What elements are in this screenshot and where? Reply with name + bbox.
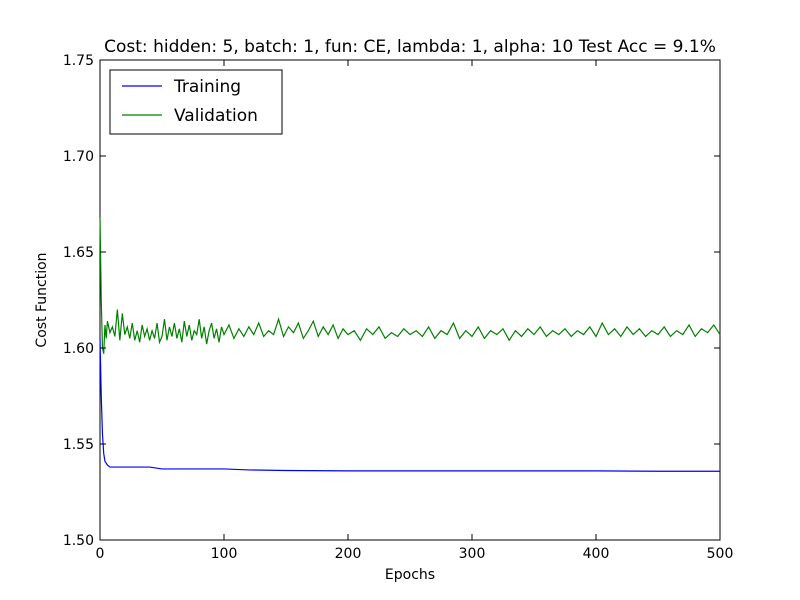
x-tick-label: 200: [335, 546, 362, 562]
y-tick-label: 1.65: [63, 245, 94, 261]
y-tick-label: 1.60: [63, 341, 94, 357]
x-axis-ticks: 0 100 200 300 400 500: [96, 60, 734, 562]
y-axis-label: Cost Function: [34, 252, 50, 347]
plot-frame: [99, 59, 721, 541]
legend: Training Validation: [109, 69, 283, 135]
series-layer: [99, 217, 721, 472]
y-tick-label: 1.75: [63, 53, 94, 69]
x-axis-label: Epochs: [385, 567, 435, 583]
legend-label-validation: Validation: [174, 106, 258, 126]
series-line-validation: [99, 217, 721, 354]
y-tick-label: 1.50: [63, 533, 94, 549]
y-axis-ticks: 1.50 1.55 1.60 1.65 1.70 1.75: [63, 53, 720, 549]
x-tick-label: 0: [96, 546, 105, 562]
y-tick-label: 1.70: [63, 149, 94, 165]
x-tick-label: 400: [583, 546, 610, 562]
x-tick-label: 300: [459, 546, 486, 562]
series-line-training: [99, 338, 720, 472]
chart-title: Cost: hidden: 5, batch: 1, fun: CE, lamb…: [104, 37, 716, 57]
plot-area: 0 100 200 300 400 500 1.50 1.55 1.60 1.65 1.70 1.7…: [63, 53, 734, 562]
x-tick-label: 100: [211, 546, 238, 562]
x-tick-label: 500: [707, 546, 734, 562]
y-tick-label: 1.55: [63, 437, 94, 453]
legend-box: [109, 69, 283, 135]
legend-label-training: Training: [173, 77, 241, 97]
